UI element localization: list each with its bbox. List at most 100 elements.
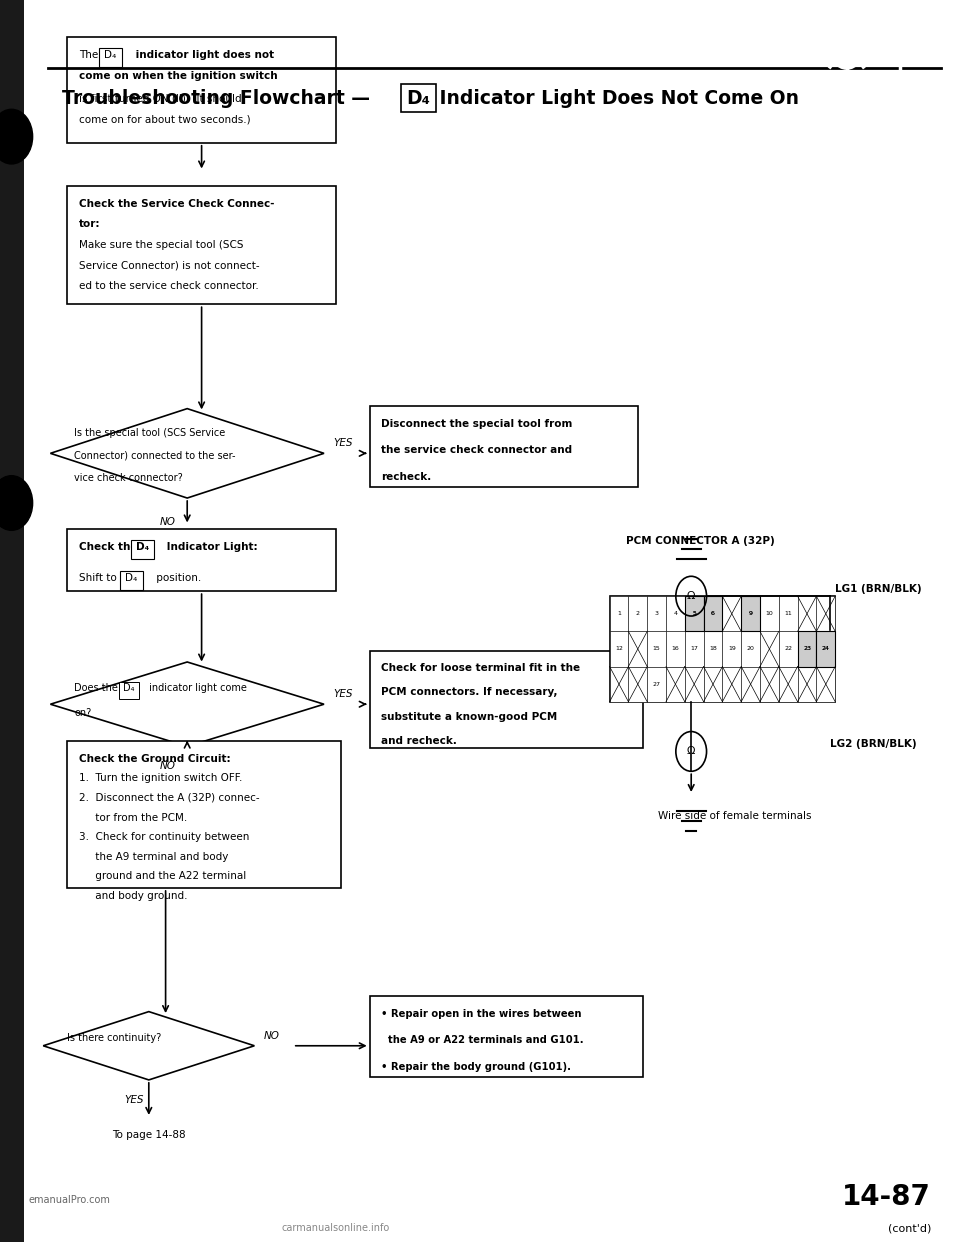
- Text: 22: 22: [784, 646, 792, 652]
- Text: 23: 23: [803, 646, 811, 652]
- FancyBboxPatch shape: [741, 596, 760, 631]
- FancyBboxPatch shape: [647, 596, 666, 631]
- Text: Wire side of female terminals: Wire side of female terminals: [658, 811, 811, 821]
- FancyBboxPatch shape: [67, 529, 336, 591]
- Text: Disconnect the special tool from: Disconnect the special tool from: [381, 419, 572, 428]
- Text: Ω: Ω: [687, 746, 695, 756]
- FancyBboxPatch shape: [798, 631, 816, 667]
- Circle shape: [0, 109, 33, 164]
- FancyBboxPatch shape: [99, 48, 122, 67]
- FancyBboxPatch shape: [629, 631, 647, 667]
- Text: 6: 6: [711, 611, 715, 616]
- FancyBboxPatch shape: [704, 596, 722, 631]
- FancyBboxPatch shape: [131, 540, 154, 559]
- FancyBboxPatch shape: [684, 596, 704, 631]
- Text: indicator light does not: indicator light does not: [132, 50, 275, 60]
- Text: Is there continuity?: Is there continuity?: [67, 1033, 161, 1043]
- Text: (cont'd): (cont'd): [888, 1223, 931, 1233]
- FancyBboxPatch shape: [816, 596, 835, 631]
- Text: the A9 terminal and body: the A9 terminal and body: [79, 852, 228, 862]
- Text: PCM connectors. If necessary,: PCM connectors. If necessary,: [381, 688, 558, 698]
- FancyBboxPatch shape: [684, 667, 704, 702]
- Text: D₄: D₄: [124, 683, 134, 693]
- FancyBboxPatch shape: [704, 631, 722, 667]
- Text: Ω: Ω: [687, 591, 695, 601]
- Text: • Repair the body ground (G101).: • Repair the body ground (G101).: [381, 1062, 571, 1072]
- FancyBboxPatch shape: [647, 667, 666, 702]
- Text: 9: 9: [749, 611, 753, 616]
- FancyBboxPatch shape: [779, 596, 798, 631]
- Text: YES: YES: [334, 689, 353, 699]
- Text: and recheck.: and recheck.: [381, 735, 457, 746]
- Text: PCM CONNECTOR A (32P): PCM CONNECTOR A (32P): [627, 537, 775, 546]
- Text: the A9 or A22 terminals and G101.: the A9 or A22 terminals and G101.: [381, 1036, 584, 1046]
- Text: D₄: D₄: [135, 542, 149, 551]
- Text: 3.  Check for continuity between: 3. Check for continuity between: [79, 832, 249, 842]
- Text: 11: 11: [784, 611, 792, 616]
- Text: 24: 24: [822, 646, 829, 652]
- Text: YES: YES: [334, 438, 353, 448]
- Text: Is the special tool (SCS Service: Is the special tool (SCS Service: [75, 428, 226, 438]
- Text: 10: 10: [765, 611, 773, 616]
- FancyBboxPatch shape: [647, 631, 666, 667]
- Text: on?: on?: [75, 708, 91, 718]
- Text: is first turned ON (II). (It should: is first turned ON (II). (It should: [79, 93, 241, 103]
- Text: D₄: D₄: [407, 89, 430, 108]
- Text: substitute a known-good PCM: substitute a known-good PCM: [381, 712, 558, 722]
- Text: D₄: D₄: [126, 573, 137, 582]
- Text: Check the: Check the: [79, 542, 141, 551]
- Text: Service Connector) is not connect-: Service Connector) is not connect-: [79, 261, 259, 271]
- FancyBboxPatch shape: [666, 667, 684, 702]
- FancyBboxPatch shape: [370, 406, 638, 487]
- Text: 15: 15: [653, 646, 660, 652]
- Text: NO: NO: [264, 1031, 280, 1041]
- Text: YES: YES: [125, 1095, 144, 1105]
- FancyBboxPatch shape: [67, 741, 341, 888]
- FancyBboxPatch shape: [704, 596, 722, 631]
- Text: 27: 27: [653, 682, 660, 687]
- FancyBboxPatch shape: [684, 631, 704, 667]
- Text: indicator light come: indicator light come: [147, 683, 248, 693]
- FancyBboxPatch shape: [779, 667, 798, 702]
- FancyBboxPatch shape: [779, 631, 798, 667]
- Polygon shape: [51, 409, 324, 498]
- Text: NO: NO: [160, 761, 176, 771]
- FancyBboxPatch shape: [610, 596, 629, 631]
- Text: LG1 (BRN/BLK): LG1 (BRN/BLK): [835, 584, 922, 594]
- Text: and body ground.: and body ground.: [79, 891, 187, 900]
- Text: Indicator Light Does Not Come On: Indicator Light Does Not Come On: [433, 89, 799, 108]
- Text: NO: NO: [160, 517, 176, 527]
- Text: 6: 6: [711, 611, 715, 616]
- Text: 2.  Disconnect the A (32P) connec-: 2. Disconnect the A (32P) connec-: [79, 792, 259, 804]
- Text: 20: 20: [747, 646, 755, 652]
- FancyBboxPatch shape: [370, 996, 643, 1077]
- Polygon shape: [43, 1011, 254, 1079]
- Text: 16: 16: [672, 646, 680, 652]
- Text: 24: 24: [822, 646, 829, 652]
- Text: Does the: Does the: [75, 683, 121, 693]
- FancyBboxPatch shape: [610, 667, 629, 702]
- FancyBboxPatch shape: [0, 0, 24, 1242]
- FancyBboxPatch shape: [722, 631, 741, 667]
- Text: 3: 3: [655, 611, 659, 616]
- Text: To page 14-88: To page 14-88: [112, 1130, 185, 1140]
- FancyBboxPatch shape: [798, 631, 816, 667]
- Text: carmanualsonline.info: carmanualsonline.info: [282, 1223, 390, 1233]
- Text: come on when the ignition switch: come on when the ignition switch: [79, 71, 277, 82]
- FancyBboxPatch shape: [119, 682, 139, 699]
- Text: Troubleshooting Flowchart —: Troubleshooting Flowchart —: [62, 89, 377, 108]
- FancyBboxPatch shape: [741, 667, 760, 702]
- Text: 17: 17: [690, 646, 698, 652]
- Text: LG2 (BRN/BLK): LG2 (BRN/BLK): [830, 739, 917, 749]
- Text: 5: 5: [692, 611, 696, 616]
- Circle shape: [0, 476, 33, 530]
- Text: 12: 12: [615, 646, 623, 652]
- Text: 23: 23: [803, 646, 811, 652]
- Text: • Repair open in the wires between: • Repair open in the wires between: [381, 1009, 582, 1018]
- FancyBboxPatch shape: [629, 667, 647, 702]
- Text: D₄: D₄: [105, 50, 116, 60]
- FancyBboxPatch shape: [67, 186, 336, 304]
- FancyBboxPatch shape: [401, 84, 436, 112]
- Text: 5: 5: [692, 611, 696, 616]
- Text: 1: 1: [617, 611, 621, 616]
